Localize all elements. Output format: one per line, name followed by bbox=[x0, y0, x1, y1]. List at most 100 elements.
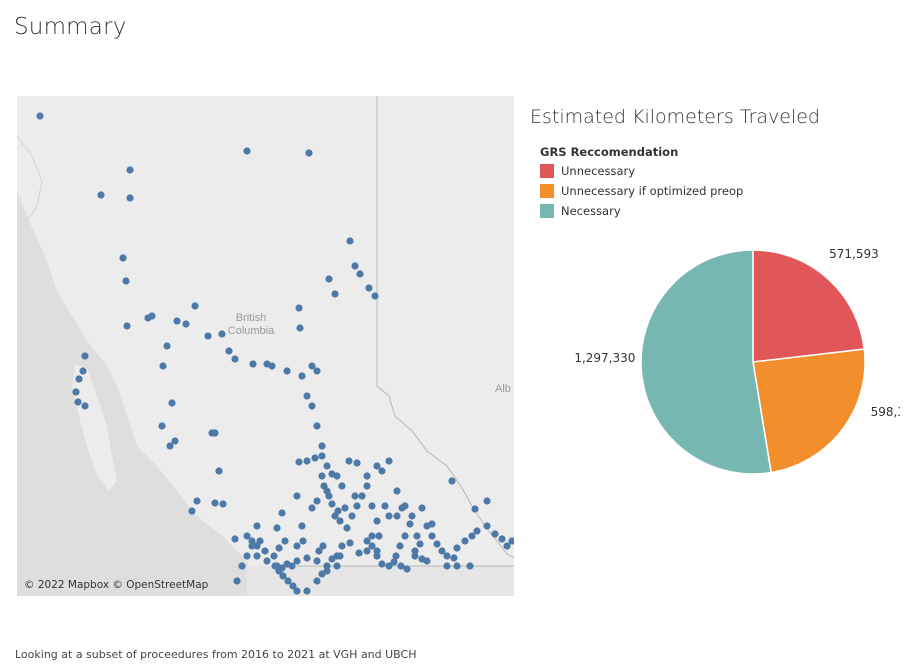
map-point[interactable] bbox=[126, 194, 134, 202]
map-point[interactable] bbox=[385, 562, 393, 570]
map-point[interactable] bbox=[74, 398, 82, 406]
map-point[interactable] bbox=[171, 437, 179, 445]
pie-slice[interactable] bbox=[752, 348, 866, 474]
map-point[interactable] bbox=[508, 537, 514, 545]
map-point[interactable] bbox=[358, 492, 366, 500]
map-point[interactable] bbox=[381, 502, 389, 510]
map-point[interactable] bbox=[253, 522, 261, 530]
map-point[interactable] bbox=[428, 520, 436, 528]
map-point[interactable] bbox=[346, 237, 354, 245]
map-point[interactable] bbox=[303, 457, 311, 465]
map-point[interactable] bbox=[448, 477, 456, 485]
map-point[interactable] bbox=[166, 442, 174, 450]
map-point[interactable] bbox=[193, 497, 201, 505]
map-point[interactable] bbox=[218, 330, 226, 338]
map-point[interactable] bbox=[336, 517, 344, 525]
map-point[interactable] bbox=[423, 557, 431, 565]
map-point[interactable] bbox=[393, 512, 401, 520]
map-point[interactable] bbox=[293, 557, 301, 565]
map-point[interactable] bbox=[173, 317, 181, 325]
map-point[interactable] bbox=[211, 429, 219, 437]
map-point[interactable] bbox=[368, 502, 376, 510]
map-point[interactable] bbox=[243, 552, 251, 560]
map-point[interactable] bbox=[368, 532, 376, 540]
map-point[interactable] bbox=[428, 532, 436, 540]
map-point[interactable] bbox=[325, 492, 333, 500]
map-point[interactable] bbox=[498, 535, 506, 543]
map-point[interactable] bbox=[248, 542, 256, 550]
map-point[interactable] bbox=[313, 577, 321, 585]
map-point[interactable] bbox=[268, 362, 276, 370]
map-point[interactable] bbox=[378, 467, 386, 475]
map-point[interactable] bbox=[271, 562, 279, 570]
map-point[interactable] bbox=[323, 562, 331, 570]
map-point[interactable] bbox=[295, 458, 303, 466]
map-point[interactable] bbox=[328, 555, 336, 563]
map-point[interactable] bbox=[453, 562, 461, 570]
map-point[interactable] bbox=[81, 352, 89, 360]
map-point[interactable] bbox=[398, 504, 406, 512]
map-point[interactable] bbox=[453, 544, 461, 552]
map-point[interactable] bbox=[293, 587, 301, 595]
map-point[interactable] bbox=[348, 512, 356, 520]
map-point[interactable] bbox=[461, 537, 469, 545]
map-point[interactable] bbox=[289, 582, 297, 590]
map-point[interactable] bbox=[336, 552, 344, 560]
map-point[interactable] bbox=[319, 542, 327, 550]
map-point[interactable] bbox=[231, 355, 239, 363]
map-point[interactable] bbox=[261, 547, 269, 555]
map-point[interactable] bbox=[406, 520, 414, 528]
map-point[interactable] bbox=[163, 342, 171, 350]
map-point[interactable] bbox=[144, 314, 152, 322]
map-point[interactable] bbox=[385, 512, 393, 520]
map-point[interactable] bbox=[204, 332, 212, 340]
map-point[interactable] bbox=[363, 547, 371, 555]
map-point[interactable] bbox=[418, 504, 426, 512]
map-point[interactable] bbox=[249, 360, 257, 368]
legend-item[interactable]: Necessary bbox=[540, 201, 743, 221]
map-point[interactable] bbox=[318, 442, 326, 450]
legend-item[interactable]: Unnecessary if optimized preop bbox=[540, 181, 743, 201]
map-point[interactable] bbox=[483, 497, 491, 505]
map-point[interactable] bbox=[36, 112, 44, 120]
legend-item[interactable]: Unnecessary bbox=[540, 161, 743, 181]
map-point[interactable] bbox=[503, 542, 511, 550]
map-point[interactable] bbox=[248, 537, 256, 545]
map-point[interactable] bbox=[318, 452, 326, 460]
map-point[interactable] bbox=[273, 524, 281, 532]
map-point[interactable] bbox=[313, 367, 321, 375]
map-point[interactable] bbox=[295, 304, 303, 312]
map-point[interactable] bbox=[393, 487, 401, 495]
map-point[interactable] bbox=[308, 362, 316, 370]
map-point[interactable] bbox=[182, 320, 190, 328]
map-point[interactable] bbox=[345, 457, 353, 465]
map-point[interactable] bbox=[299, 537, 307, 545]
map-point[interactable] bbox=[75, 375, 83, 383]
map-point[interactable] bbox=[466, 562, 474, 570]
map-point[interactable] bbox=[283, 560, 291, 568]
map-point[interactable] bbox=[373, 552, 381, 560]
map-point[interactable] bbox=[159, 362, 167, 370]
map-point[interactable] bbox=[325, 275, 333, 283]
map-point[interactable] bbox=[313, 557, 321, 565]
map-point[interactable] bbox=[438, 547, 446, 555]
map-point[interactable] bbox=[275, 567, 283, 575]
map-point[interactable] bbox=[283, 367, 291, 375]
map-point[interactable] bbox=[320, 482, 328, 490]
map-point[interactable] bbox=[371, 292, 379, 300]
map-point[interactable] bbox=[225, 347, 233, 355]
map-point[interactable] bbox=[473, 527, 481, 535]
map-point[interactable] bbox=[243, 532, 251, 540]
pie-slice[interactable] bbox=[752, 249, 866, 363]
map-point[interactable] bbox=[396, 542, 404, 550]
map-point[interactable] bbox=[401, 532, 409, 540]
map-point[interactable] bbox=[450, 554, 458, 562]
map-point[interactable] bbox=[318, 472, 326, 480]
map-point[interactable] bbox=[158, 422, 166, 430]
map-point[interactable] bbox=[293, 542, 301, 550]
map-point[interactable] bbox=[390, 558, 398, 566]
map-point[interactable] bbox=[341, 504, 349, 512]
map-point[interactable] bbox=[311, 454, 319, 462]
map-point[interactable] bbox=[353, 459, 361, 467]
map-point[interactable] bbox=[308, 504, 316, 512]
